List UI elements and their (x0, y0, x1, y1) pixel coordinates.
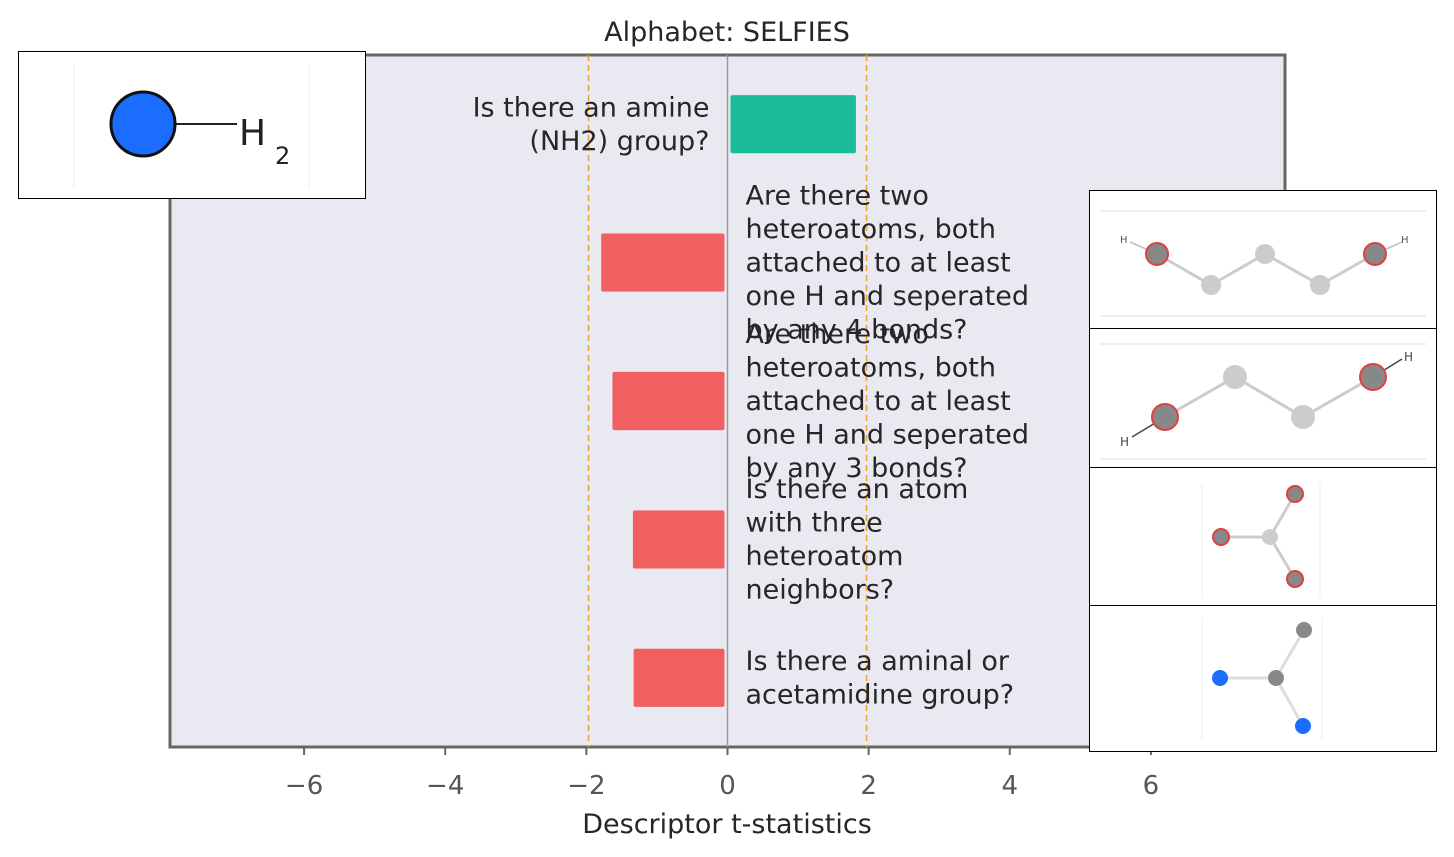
molecule-thumbnail-3-bonds: H H (1089, 328, 1437, 468)
hydrogen-label: H (1404, 350, 1413, 364)
three-bond-structure-image: H H (1100, 343, 1426, 460)
category-label: Are there two heteroatoms, both attached t… (746, 319, 1030, 484)
x-tick-label: 4 (1002, 771, 1019, 801)
x-axis-label: Descriptor t-statistics (582, 809, 872, 840)
oxygen-atom-icon (1151, 403, 1179, 431)
bar (633, 648, 725, 707)
nitrogen-atom-icon (1295, 718, 1311, 734)
category-label: Are there two heteroatoms, both attached t… (746, 181, 1030, 346)
oxygen-atom-icon (1359, 363, 1387, 391)
bar (632, 510, 725, 569)
oxygen-atom-icon (1363, 242, 1387, 266)
amine-structure-image: H 2 (73, 64, 310, 188)
nitrogen-atom-icon (109, 90, 177, 158)
bar (601, 233, 725, 292)
heteroatom-icon (1286, 570, 1304, 588)
chart-title: Alphabet: SELFIES (604, 17, 850, 48)
category-label: Is there an atom with three heteroatom neig… (746, 474, 969, 606)
category-label: Is there an amine (NH2) group? (473, 92, 710, 157)
x-tick-label: 0 (719, 771, 736, 801)
nitrogen-atom-icon (1212, 670, 1228, 686)
hydrogen-label: H (239, 113, 266, 154)
molecule-thumbnail-three-neighbors (1089, 467, 1437, 606)
heteroatom-icon (1212, 528, 1230, 546)
hydrogen-label: H (1120, 435, 1129, 449)
category-label: Is there a aminal or acetamidine group? (746, 646, 1015, 711)
hydrogen-label: H (1120, 235, 1128, 246)
bar (612, 371, 725, 431)
four-bond-structure-image: H H (1100, 210, 1426, 317)
bar (730, 95, 856, 154)
molecule-thumbnail-4-bonds: H H (1089, 190, 1437, 329)
hydrogen-count-label: 2 (275, 142, 290, 170)
x-tick-label: −6 (285, 771, 323, 801)
three-neighbors-structure-image (1201, 483, 1321, 598)
hydrogen-label: H (1401, 235, 1409, 246)
oxygen-atom-icon (1145, 242, 1169, 266)
aminal-structure-image (1201, 618, 1323, 741)
heteroatom-icon (1286, 485, 1304, 503)
molecule-thumbnail-aminal (1089, 605, 1437, 752)
molecule-thumbnail-amine: H 2 (18, 51, 366, 199)
x-tick-label: 6 (1143, 771, 1160, 801)
x-tick-label: 2 (860, 771, 877, 801)
x-tick-label: −2 (567, 771, 605, 801)
x-tick-label: −4 (426, 771, 464, 801)
